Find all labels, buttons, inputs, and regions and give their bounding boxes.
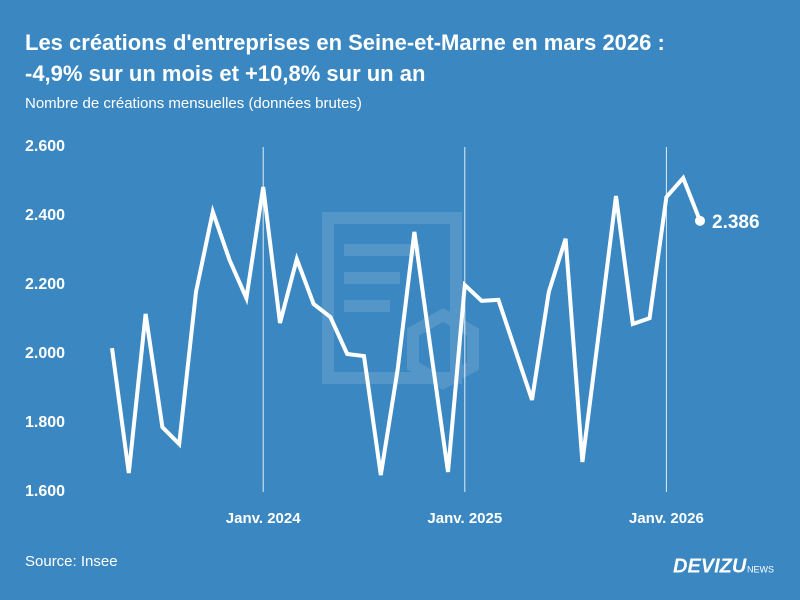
chart-subtitle: Nombre de créations mensuelles (données … <box>25 95 362 112</box>
y-tick-label: 2.000 <box>25 345 65 362</box>
chart-title: Les créations d'entreprises en Seine-et-… <box>25 30 665 55</box>
y-tick-label: 2.400 <box>25 207 65 224</box>
brand: DEVIZU <box>673 555 747 577</box>
chart-title: -4,9% sur un mois et +10,8% sur un an <box>25 61 425 86</box>
x-tick-label: Janv. 2025 <box>427 510 502 527</box>
watermark <box>322 212 479 390</box>
x-tick-label: Janv. 2024 <box>226 510 301 527</box>
x-tick-label: Janv. 2026 <box>629 510 704 527</box>
brand-suffix: NEWS <box>747 564 774 574</box>
line <box>110 174 702 476</box>
value-label: 2.386 <box>712 212 760 233</box>
y-tick-label: 2.200 <box>25 276 65 293</box>
y-tick-label: 1.800 <box>25 414 65 431</box>
source: Source: Insee <box>25 553 118 570</box>
y-tick-label: 1.600 <box>25 483 65 500</box>
last-point <box>695 215 705 226</box>
y-tick-label: 2.600 <box>25 138 65 155</box>
